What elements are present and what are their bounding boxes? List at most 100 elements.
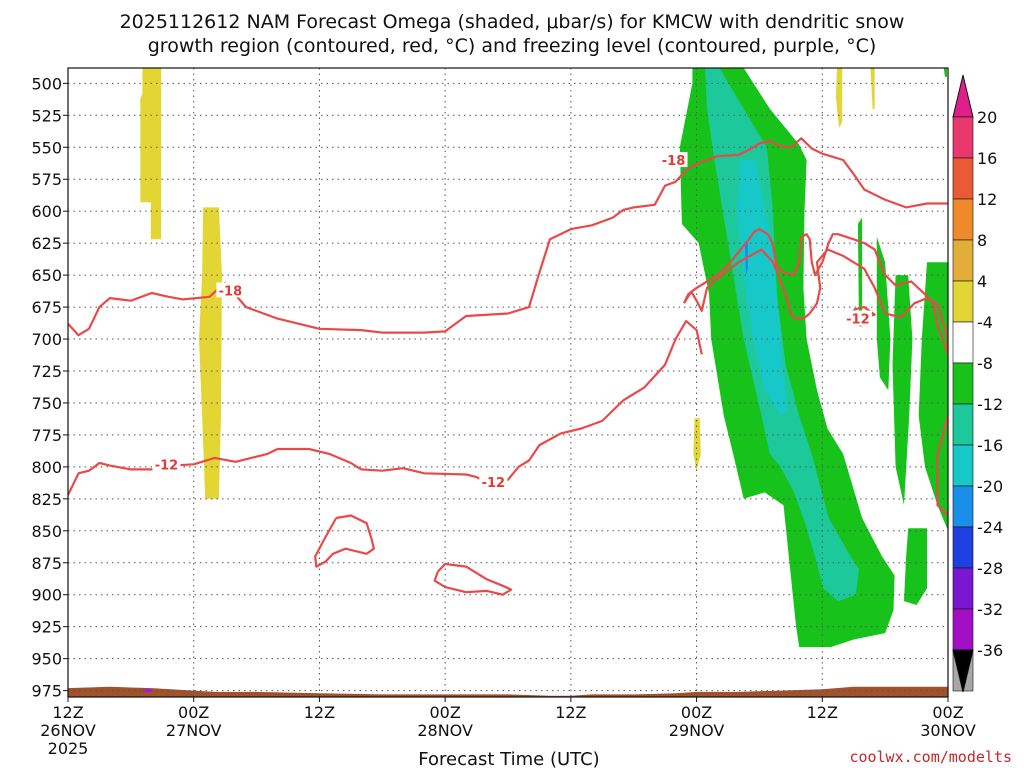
colorbar-bin xyxy=(952,485,974,528)
contour-label-bg xyxy=(843,310,872,326)
colorbar-label: -28 xyxy=(977,559,1003,578)
yellow-upward-motion-5 xyxy=(870,68,875,109)
colorbar-label: -8 xyxy=(977,354,993,373)
colorbar-label: 4 xyxy=(977,272,987,291)
y-tick-label: 875 xyxy=(31,554,62,573)
plot-area: -18 -18 -12 -12 -12 xyxy=(67,67,949,698)
y-tick-label: 700 xyxy=(31,330,62,349)
omega-shading-layer xyxy=(140,68,948,648)
y-tick-label: 525 xyxy=(31,106,62,125)
contour-label-bg xyxy=(152,456,181,472)
colorbar-bin xyxy=(952,239,974,282)
cyan-omega-core xyxy=(736,160,788,416)
yellow-upward-motion-4 xyxy=(835,68,843,129)
green-omega-east-1 xyxy=(857,217,863,327)
y-tick-label: 600 xyxy=(31,202,62,221)
colorbar-bin xyxy=(952,116,974,159)
colorbar-label: -24 xyxy=(977,518,1003,537)
dgz-contour--18-0 xyxy=(68,137,948,337)
contour-label: -12 xyxy=(482,476,506,491)
colorbar-bin xyxy=(952,608,974,651)
x-tick-label: 12Z xyxy=(807,703,838,722)
contour-label-layer: -18 -18 -12 -12 -12 xyxy=(152,152,872,491)
plot-frame xyxy=(67,67,949,698)
colorbar-bin xyxy=(952,362,974,405)
terrain-layer xyxy=(68,686,948,697)
x-tick-label: 12Z xyxy=(304,703,335,722)
y-tick-label: 650 xyxy=(31,266,62,285)
y-tick-label: 675 xyxy=(31,298,62,317)
contour-label-bg xyxy=(216,282,245,298)
x-tick-label: 12Z xyxy=(555,703,586,722)
y-tick-label: 625 xyxy=(31,234,62,253)
dgz-contour--12-5 xyxy=(314,514,375,568)
colorbar-top-triangle xyxy=(952,74,974,118)
colorbar-label: 16 xyxy=(977,149,997,168)
y-tick-label: 775 xyxy=(31,426,62,445)
colorbar-bottom-triangle xyxy=(952,649,974,693)
contour-label: -12 xyxy=(846,313,870,328)
colorbar-bin xyxy=(952,444,974,487)
colorbar-label: -36 xyxy=(977,641,1003,660)
colorbar-bin xyxy=(952,280,974,323)
colorbar-bin xyxy=(952,198,974,241)
colorbar-bin xyxy=(952,567,974,610)
y-tick-label: 550 xyxy=(31,138,62,157)
x-tick-label: 00Z xyxy=(681,703,712,722)
contour-label-bg xyxy=(659,152,688,168)
y-tick-label: 500 xyxy=(31,74,62,93)
y-tick-label: 950 xyxy=(31,650,62,669)
credit-text: coolwx.com/modelts xyxy=(849,748,1012,766)
x-tick-label: 28NOV xyxy=(417,721,473,740)
y-axis-pressure: 500 525 550 575 600 625 650 675 700 725 750 775 800 8… xyxy=(31,74,68,701)
y-tick-label: 925 xyxy=(31,618,62,637)
y-tick-label: 900 xyxy=(31,586,62,605)
colorbar-label: -4 xyxy=(977,313,993,332)
terrain-surface xyxy=(68,686,948,697)
dgz-contour--12-6 xyxy=(433,562,513,596)
contour-label: -12 xyxy=(155,458,179,473)
yellow-upward-motion-1 xyxy=(140,68,162,240)
contour-label-bg xyxy=(479,474,508,490)
omega-colorbar: 20 16 12 8 4 -4 -8 -12 -16 -20 -24 -28 -32 -36 xyxy=(952,74,1003,693)
yellow-upward-motion-3 xyxy=(693,418,701,471)
green-omega-east-6 xyxy=(943,68,947,77)
x-tick-label: 00Z xyxy=(932,703,963,722)
y-tick-label: 825 xyxy=(31,490,62,509)
colorbar-bin xyxy=(952,526,974,569)
dgz-contour--12-2 xyxy=(683,228,948,356)
x-tick-label: 30NOV xyxy=(920,721,976,740)
x-tick-label: 27NOV xyxy=(166,721,222,740)
chart-title-line1: 2025112612 NAM Forecast Omega (shaded, μ… xyxy=(120,11,905,33)
y-tick-label: 575 xyxy=(31,170,62,189)
colorbar-label: 8 xyxy=(977,231,987,250)
green-omega-east-3 xyxy=(892,275,913,506)
green-omega-east-2 xyxy=(876,236,891,391)
x-tick-label: 29NOV xyxy=(669,721,725,740)
contour-label: -18 xyxy=(662,154,686,169)
grid-layer xyxy=(68,68,948,697)
colorbar-bin xyxy=(952,157,974,200)
colorbar-label: -20 xyxy=(977,477,1003,496)
y-tick-label: 750 xyxy=(31,394,62,413)
colorbar-label: -16 xyxy=(977,436,1003,455)
x-tick-label: 26NOV xyxy=(40,721,96,740)
colorbar-label: -12 xyxy=(977,395,1003,414)
chart-title-line2: growth region (contoured, red, °C) and f… xyxy=(148,35,877,57)
x-tick-label: 12Z xyxy=(52,703,83,722)
colorbar-label: 20 xyxy=(977,108,997,127)
y-tick-label: 800 xyxy=(31,458,62,477)
y-tick-label: 975 xyxy=(31,682,62,701)
x-tick-label: 00Z xyxy=(178,703,209,722)
x-axis-label: Forecast Time (UTC) xyxy=(418,749,599,768)
contour-label: -18 xyxy=(219,284,243,299)
colorbar-bin xyxy=(952,321,974,364)
yellow-upward-motion-2 xyxy=(199,207,222,499)
green-omega-east-4 xyxy=(918,262,948,531)
dgz-contour--12-4 xyxy=(936,415,948,517)
y-tick-label: 850 xyxy=(31,522,62,541)
y-tick-label: 725 xyxy=(31,362,62,381)
x-tick-label: 00Z xyxy=(429,703,460,722)
